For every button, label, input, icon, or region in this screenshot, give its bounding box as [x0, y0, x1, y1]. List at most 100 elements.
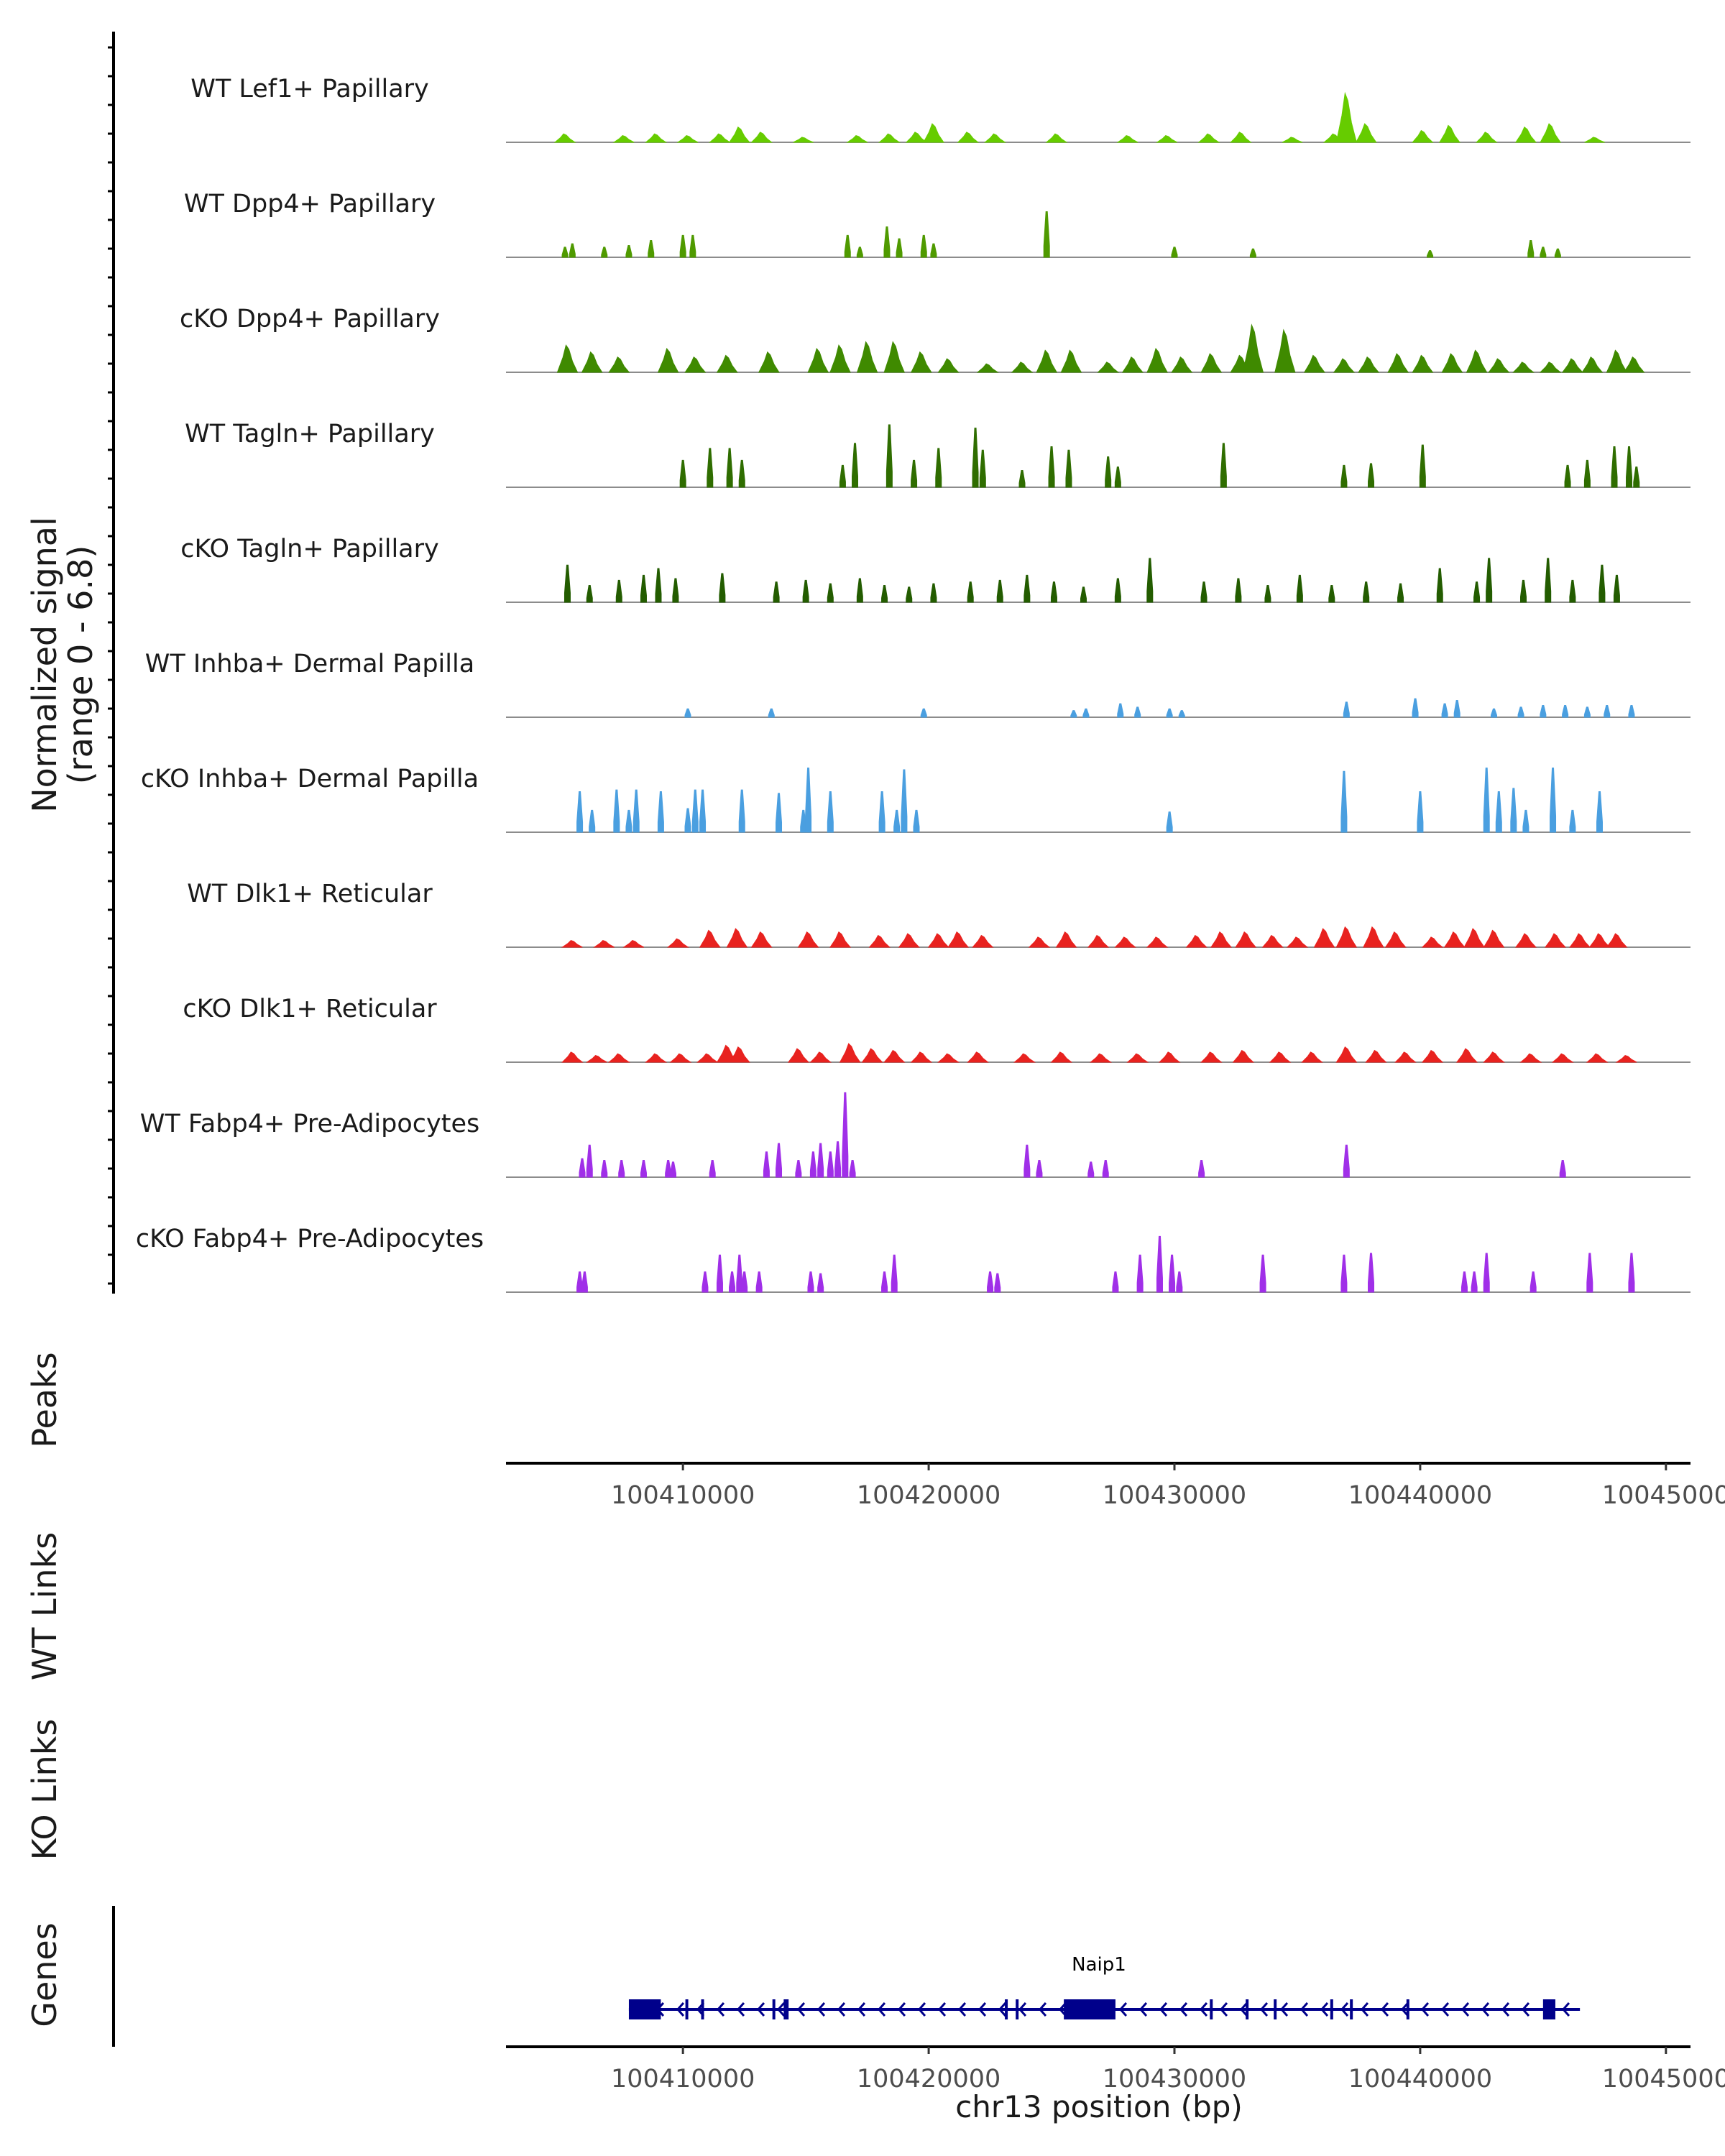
coverage-peak: [615, 579, 622, 603]
coverage-peak: [987, 1271, 994, 1293]
coverage-peak: [883, 226, 891, 258]
strand-arrow: [1259, 2002, 1269, 2017]
coverage-peak: [878, 133, 901, 143]
coverage-peak: [901, 769, 908, 833]
strand-arrow: [877, 2002, 886, 2017]
coverage-peak: [1545, 558, 1552, 603]
coverage-peak: [1333, 358, 1356, 373]
coverage-peak: [1055, 931, 1077, 948]
coverage-peak: [1274, 328, 1296, 373]
coverage-peak: [1087, 934, 1110, 948]
coverage-peak: [699, 789, 707, 833]
coverage-peak: [553, 133, 576, 143]
coverage-peak: [839, 1043, 861, 1063]
strand-arrow: [816, 2002, 826, 2017]
coverage-peak: [1340, 464, 1348, 488]
coverage-peak: [1261, 934, 1284, 948]
strand-arrow: [1460, 2002, 1470, 2017]
coverage-peak: [930, 583, 937, 603]
coverage-peak: [1200, 581, 1208, 603]
coverage-peak: [569, 243, 576, 258]
coverage-peak: [972, 934, 994, 948]
strand-arrow: [897, 2002, 906, 2017]
coverage-peak: [1455, 1048, 1478, 1063]
coverage-peak: [1439, 124, 1460, 143]
track-label: WT Fabp4+ Pre-Adipocytes: [140, 1110, 479, 1138]
coverage-peak: [1540, 247, 1547, 258]
coverage-peak: [849, 1159, 856, 1178]
coverage-peak: [679, 234, 686, 258]
coverage-peak: [1232, 1049, 1254, 1063]
track-8: WT Dlk1+ Reticular: [187, 880, 1690, 948]
coverage-peak: [1368, 1253, 1375, 1293]
strand-arrow: [716, 2002, 725, 2017]
coverage-peak: [561, 1051, 584, 1063]
track-7: cKO Inhba+ Dermal Papilla: [141, 765, 1690, 833]
strand-arrow: [957, 2002, 967, 2017]
coverage-peak: [612, 135, 635, 143]
coverage-peak: [1200, 1051, 1223, 1063]
coverage-peak: [1476, 132, 1498, 143]
strand-arrow: [776, 2002, 786, 2017]
coverage-peak: [1146, 348, 1168, 373]
coverage-peak: [581, 351, 603, 373]
gene-exon: [1064, 1999, 1116, 2019]
coverage-peak: [1304, 354, 1325, 373]
coverage-peak: [1050, 581, 1057, 603]
coverage-peak: [797, 931, 819, 948]
coverage-peak: [707, 448, 714, 488]
coverage-peak: [868, 934, 891, 948]
gene-name-label: Naip1: [1072, 1954, 1126, 1976]
coverage-peak: [984, 133, 1007, 143]
coverage-peak: [1045, 133, 1068, 143]
coverage-peak: [625, 245, 632, 258]
gene-exon: [1542, 1999, 1555, 2019]
coverage-peak: [809, 1051, 832, 1063]
coverage-peak: [1397, 583, 1404, 603]
coverage-peak: [1114, 936, 1137, 948]
coverage-peak: [1313, 928, 1335, 948]
coverage-peak: [1126, 1053, 1149, 1063]
coverage-peak: [937, 1053, 960, 1063]
coverage-peak: [1166, 708, 1173, 718]
coverage-peak: [1586, 1253, 1593, 1293]
upper-x-axis: 100410000 100420000 100430000 100440000 1004…: [611, 1463, 1725, 1510]
coverage-peak: [1121, 356, 1144, 373]
strand-arrow: [1440, 2002, 1450, 2017]
coverage-peak: [1269, 1051, 1292, 1063]
coverage-peak: [1166, 811, 1173, 833]
coverage-peak: [738, 459, 745, 488]
coverage-peak: [1230, 132, 1252, 143]
gene-track: [628, 1999, 1581, 2019]
coverage-peak: [1200, 353, 1223, 373]
coverage-peak: [1335, 91, 1357, 143]
coverage-peak: [846, 135, 868, 143]
coverage-peak: [1343, 701, 1350, 718]
coverage-peak: [579, 1158, 586, 1178]
coverage-peak: [728, 126, 750, 143]
coverage-peak: [666, 938, 689, 948]
coverage-peak: [1584, 137, 1605, 143]
coverage-peak: [648, 239, 655, 258]
coverage-peak: [1443, 931, 1466, 948]
coverage-peak: [684, 356, 707, 373]
coverage-peak: [1116, 135, 1138, 143]
coverage-peak: [1628, 705, 1635, 718]
coverage-peak: [883, 341, 905, 373]
signal-axis-label: Normalized signal: [25, 517, 64, 813]
coverage-peak: [972, 428, 979, 488]
coverage-peak: [1606, 349, 1628, 373]
x-tick-label: 10045000: [1602, 2065, 1725, 2093]
strand-arrow: [1219, 2002, 1228, 2017]
coverage-peak: [1569, 933, 1591, 948]
strand-arrow: [917, 2002, 926, 2017]
coverage-peak: [1598, 564, 1606, 603]
coverage-peak: [669, 1053, 692, 1063]
coverage-peak: [1343, 1144, 1350, 1178]
coverage-peak: [719, 573, 726, 603]
coverage-peak: [1483, 1051, 1505, 1063]
coverage-peak: [1486, 558, 1493, 603]
gene-exon: [685, 1999, 689, 2019]
coverage-peak: [1460, 1271, 1468, 1293]
